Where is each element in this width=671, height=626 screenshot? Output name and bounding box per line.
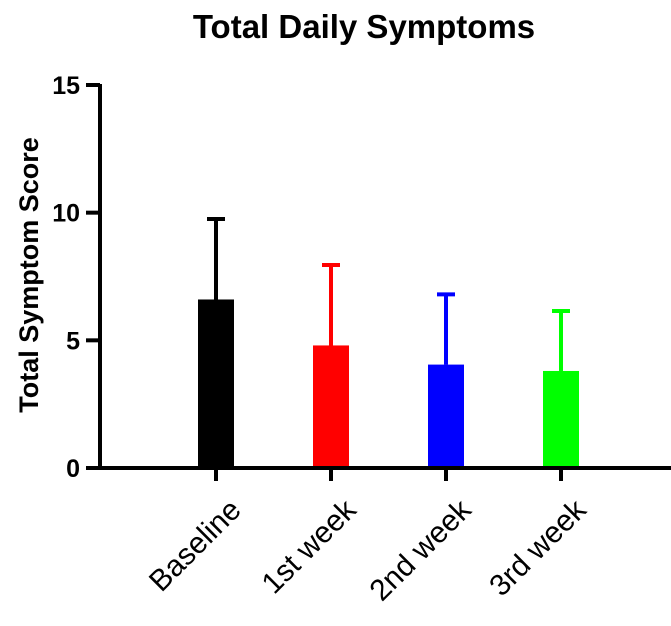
bars bbox=[198, 299, 579, 468]
y-tick-label: 5 bbox=[66, 327, 80, 355]
x-tick-label: 2nd week bbox=[364, 493, 479, 608]
y-tick-label: 10 bbox=[52, 200, 80, 228]
x-tick-label: 3rd week bbox=[483, 493, 593, 603]
error-bar bbox=[322, 263, 340, 346]
y-axis-ticks: 0 5 10 15 bbox=[52, 72, 100, 483]
y-axis-label: Total Symptom Score bbox=[14, 137, 44, 413]
error-bar bbox=[552, 308, 570, 371]
x-axis-ticks: Baseline 1st week 2nd week 3rd week bbox=[143, 468, 593, 607]
chart-title: Total Daily Symptoms bbox=[193, 8, 535, 45]
y-tick-label: 0 bbox=[66, 455, 80, 483]
y-tick-label: 15 bbox=[52, 72, 80, 100]
bar bbox=[198, 299, 234, 468]
error-bar bbox=[437, 292, 455, 365]
bar bbox=[543, 370, 579, 468]
x-tick-label: 1st week bbox=[256, 493, 364, 601]
error-bar bbox=[207, 217, 225, 300]
bar bbox=[428, 364, 464, 468]
error-bars bbox=[207, 217, 570, 371]
bar bbox=[313, 345, 349, 468]
x-tick-label: Baseline bbox=[143, 493, 248, 598]
